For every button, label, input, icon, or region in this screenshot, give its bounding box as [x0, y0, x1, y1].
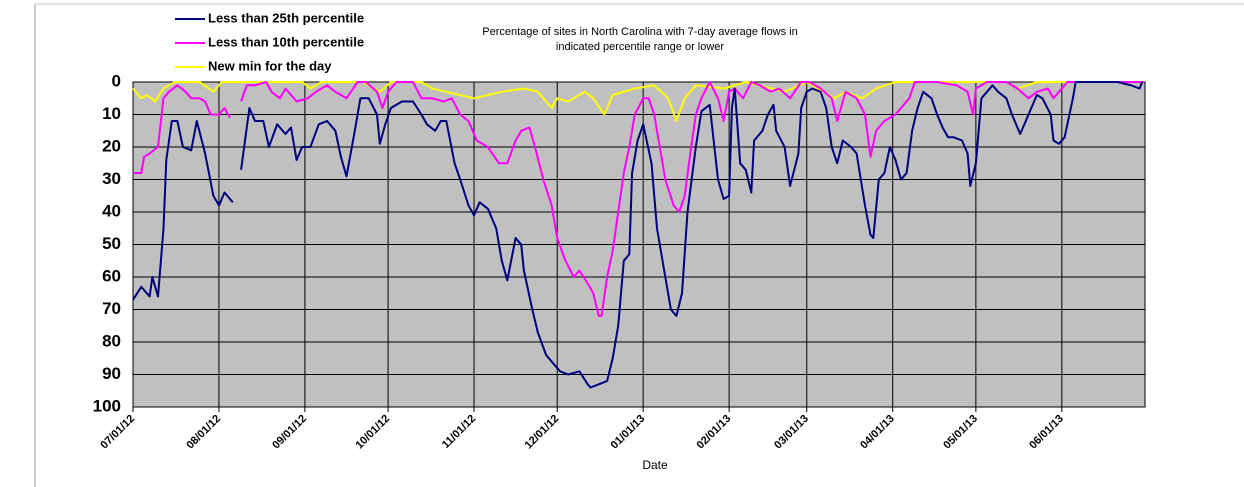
legend-label: Less than 25th percentile — [208, 10, 364, 25]
series-line — [132, 81, 1143, 122]
y-tick-label: 100 — [93, 396, 121, 415]
chart-title: indicated percentile range or lower — [556, 41, 724, 53]
y-tick-label: 20 — [102, 136, 121, 155]
x-tick-label: 12/01/12 — [523, 413, 562, 452]
y-tick-label: 60 — [102, 266, 121, 285]
x-tick-label: 06/01/13 — [1027, 413, 1066, 452]
legend-label: Less than 10th percentile — [208, 34, 364, 49]
y-tick-label: 40 — [102, 201, 121, 220]
x-tick-label: 11/01/12 — [440, 413, 478, 451]
y-tick-label: 70 — [102, 299, 121, 318]
y-tick-label: 50 — [102, 234, 121, 253]
x-tick-label: 08/01/12 — [184, 413, 223, 452]
x-tick-label: 09/01/12 — [270, 413, 309, 452]
x-tick-label: 05/01/13 — [941, 413, 980, 452]
series-line — [133, 81, 1143, 317]
y-tick-label: 80 — [102, 331, 121, 350]
y-tick-label: 30 — [102, 169, 121, 188]
x-tick-label: 01/01/13 — [609, 413, 648, 452]
y-tick-label: 10 — [102, 104, 121, 123]
x-tick-label: 10/01/12 — [353, 413, 392, 452]
x-tick-label: 07/01/12 — [98, 413, 137, 452]
x-tick-label: 02/01/13 — [695, 413, 734, 452]
y-tick-label: 90 — [102, 364, 121, 383]
x-axis-label: Date — [642, 458, 668, 472]
x-tick-label: 03/01/13 — [772, 413, 811, 452]
x-tick-label: 04/01/13 — [858, 413, 897, 452]
series-line — [132, 81, 1144, 389]
y-tick-label: 0 — [112, 71, 121, 90]
legend-label: New min for the day — [208, 58, 332, 73]
chart-title: Percentage of sites in North Carolina wi… — [482, 26, 798, 38]
